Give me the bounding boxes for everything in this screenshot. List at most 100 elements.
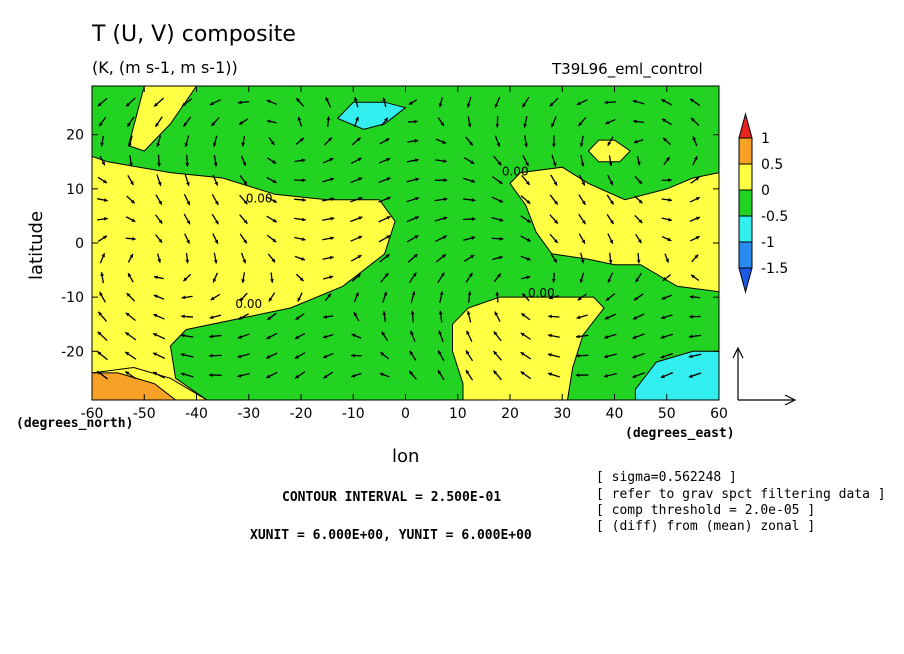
wind-vector-158 (212, 233, 219, 245)
wind-vector-17 (576, 99, 588, 106)
wind-vector-131 (689, 196, 701, 203)
wind-vector-321 (465, 369, 474, 381)
wind-vector-21 (689, 98, 701, 107)
region-4 (452, 296, 605, 401)
x-tick-label-11: 50 (658, 406, 676, 422)
wind-vector-177 (127, 253, 134, 263)
wind-vector-157 (184, 233, 191, 244)
wind-vector-42 (661, 118, 672, 126)
wind-vector-60 (551, 135, 556, 148)
wind-vector-165 (406, 234, 419, 243)
colorbar-label-1: 0.5 (761, 157, 783, 173)
wind-vector-193 (580, 252, 585, 264)
wind-vector-18 (604, 100, 617, 105)
wind-vector-319 (408, 370, 417, 380)
wind-vector-93 (239, 175, 248, 186)
wind-vector-271 (294, 332, 306, 340)
wind-vector-116 (266, 196, 278, 204)
x-unit-label: (degrees_east) (625, 426, 735, 441)
wind-vector-40 (605, 118, 616, 125)
wind-vector-308 (96, 370, 108, 380)
contour-fills (91, 85, 720, 401)
contour-label-0: 0.00 (246, 191, 273, 205)
wind-vector-257 (520, 312, 531, 321)
wind-vector-34 (437, 117, 445, 127)
chart-subtitle: (K, (m s-1, m s-1)) (92, 58, 238, 77)
wind-vector-164 (378, 234, 391, 243)
wind-vector-197 (691, 254, 699, 263)
wind-vector-310 (152, 371, 165, 379)
wind-vector-144 (434, 216, 448, 222)
wind-vector-292 (265, 352, 278, 359)
x-tick-label-12: 60 (710, 406, 728, 422)
wind-vector-224 (210, 293, 221, 301)
wind-vector-72 (266, 157, 277, 165)
wind-vector-184 (322, 255, 334, 260)
y-tick-label-2: 0 (75, 236, 84, 252)
wind-vector-43 (690, 117, 700, 127)
wind-vector-286 (97, 350, 108, 361)
wind-vector-223 (181, 295, 193, 300)
wind-vector-238 (605, 293, 616, 302)
wind-vector-26 (210, 117, 220, 127)
wind-vector-99 (406, 177, 420, 183)
wind-vector-141 (350, 216, 363, 223)
wind-vector-326 (603, 372, 617, 378)
x-tick-label-8: 20 (501, 406, 519, 422)
wind-vector-11 (408, 99, 418, 106)
x-tick-label-7: 10 (449, 406, 467, 422)
wind-vector-200 (153, 275, 164, 280)
wind-vector-122 (434, 197, 448, 202)
colorbar-box-1 (738, 137, 753, 165)
wind-vector-210 (437, 272, 445, 284)
wind-vector-227 (297, 292, 303, 302)
wind-vector-153 (689, 216, 701, 222)
wind-vector-233 (467, 291, 472, 303)
wind-vector-284 (660, 333, 673, 339)
wind-vector-188 (435, 253, 447, 263)
wind-vector-24 (154, 116, 163, 128)
wind-vector-232 (439, 291, 444, 304)
wind-vector-196 (664, 253, 670, 263)
wind-vector-147 (520, 215, 532, 224)
wind-vector-66 (99, 155, 106, 166)
wind-vector-45 (128, 135, 133, 147)
wind-vector-58 (494, 135, 501, 147)
wind-vector-234 (495, 291, 500, 303)
wind-vector-253 (410, 310, 415, 323)
wind-vector-289 (180, 353, 194, 358)
wind-vector-71 (240, 155, 247, 166)
x-tick-label-2: -40 (185, 406, 208, 422)
wind-vector-208 (380, 272, 389, 283)
wind-vector-124 (491, 196, 504, 203)
wind-vector-176 (99, 253, 106, 264)
wind-vector-148 (549, 214, 559, 225)
wind-vector-117 (294, 197, 306, 202)
wind-vector-283 (632, 333, 645, 339)
wind-vector-48 (212, 135, 218, 147)
wind-vector-295 (351, 353, 362, 358)
colorbar-box-3 (738, 189, 753, 217)
wind-vector-146 (491, 216, 504, 222)
note-sigma: [ sigma=0.562248 ] (596, 470, 737, 485)
wind-vector-46 (156, 135, 162, 148)
wind-vector-51 (295, 137, 305, 145)
wind-vector-268 (209, 334, 222, 339)
contour-label-3: 0.00 (528, 286, 555, 300)
wind-vector-85 (636, 155, 641, 166)
wind-vector-166 (435, 235, 448, 243)
wind-vector-95 (294, 178, 306, 183)
wind-vector-259 (576, 314, 588, 320)
wind-vector-306 (660, 352, 674, 359)
wind-vector-137 (239, 214, 248, 225)
wind-vector-75 (350, 157, 362, 165)
wind-vector-285 (688, 334, 702, 339)
region-5 (587, 139, 631, 163)
wind-vector-59 (524, 135, 528, 148)
wind-vector-293 (294, 352, 306, 360)
wind-vector-266 (152, 332, 166, 340)
wind-vector-89 (127, 175, 135, 186)
wind-vector-76 (378, 157, 391, 164)
wind-vector-211 (465, 272, 473, 283)
